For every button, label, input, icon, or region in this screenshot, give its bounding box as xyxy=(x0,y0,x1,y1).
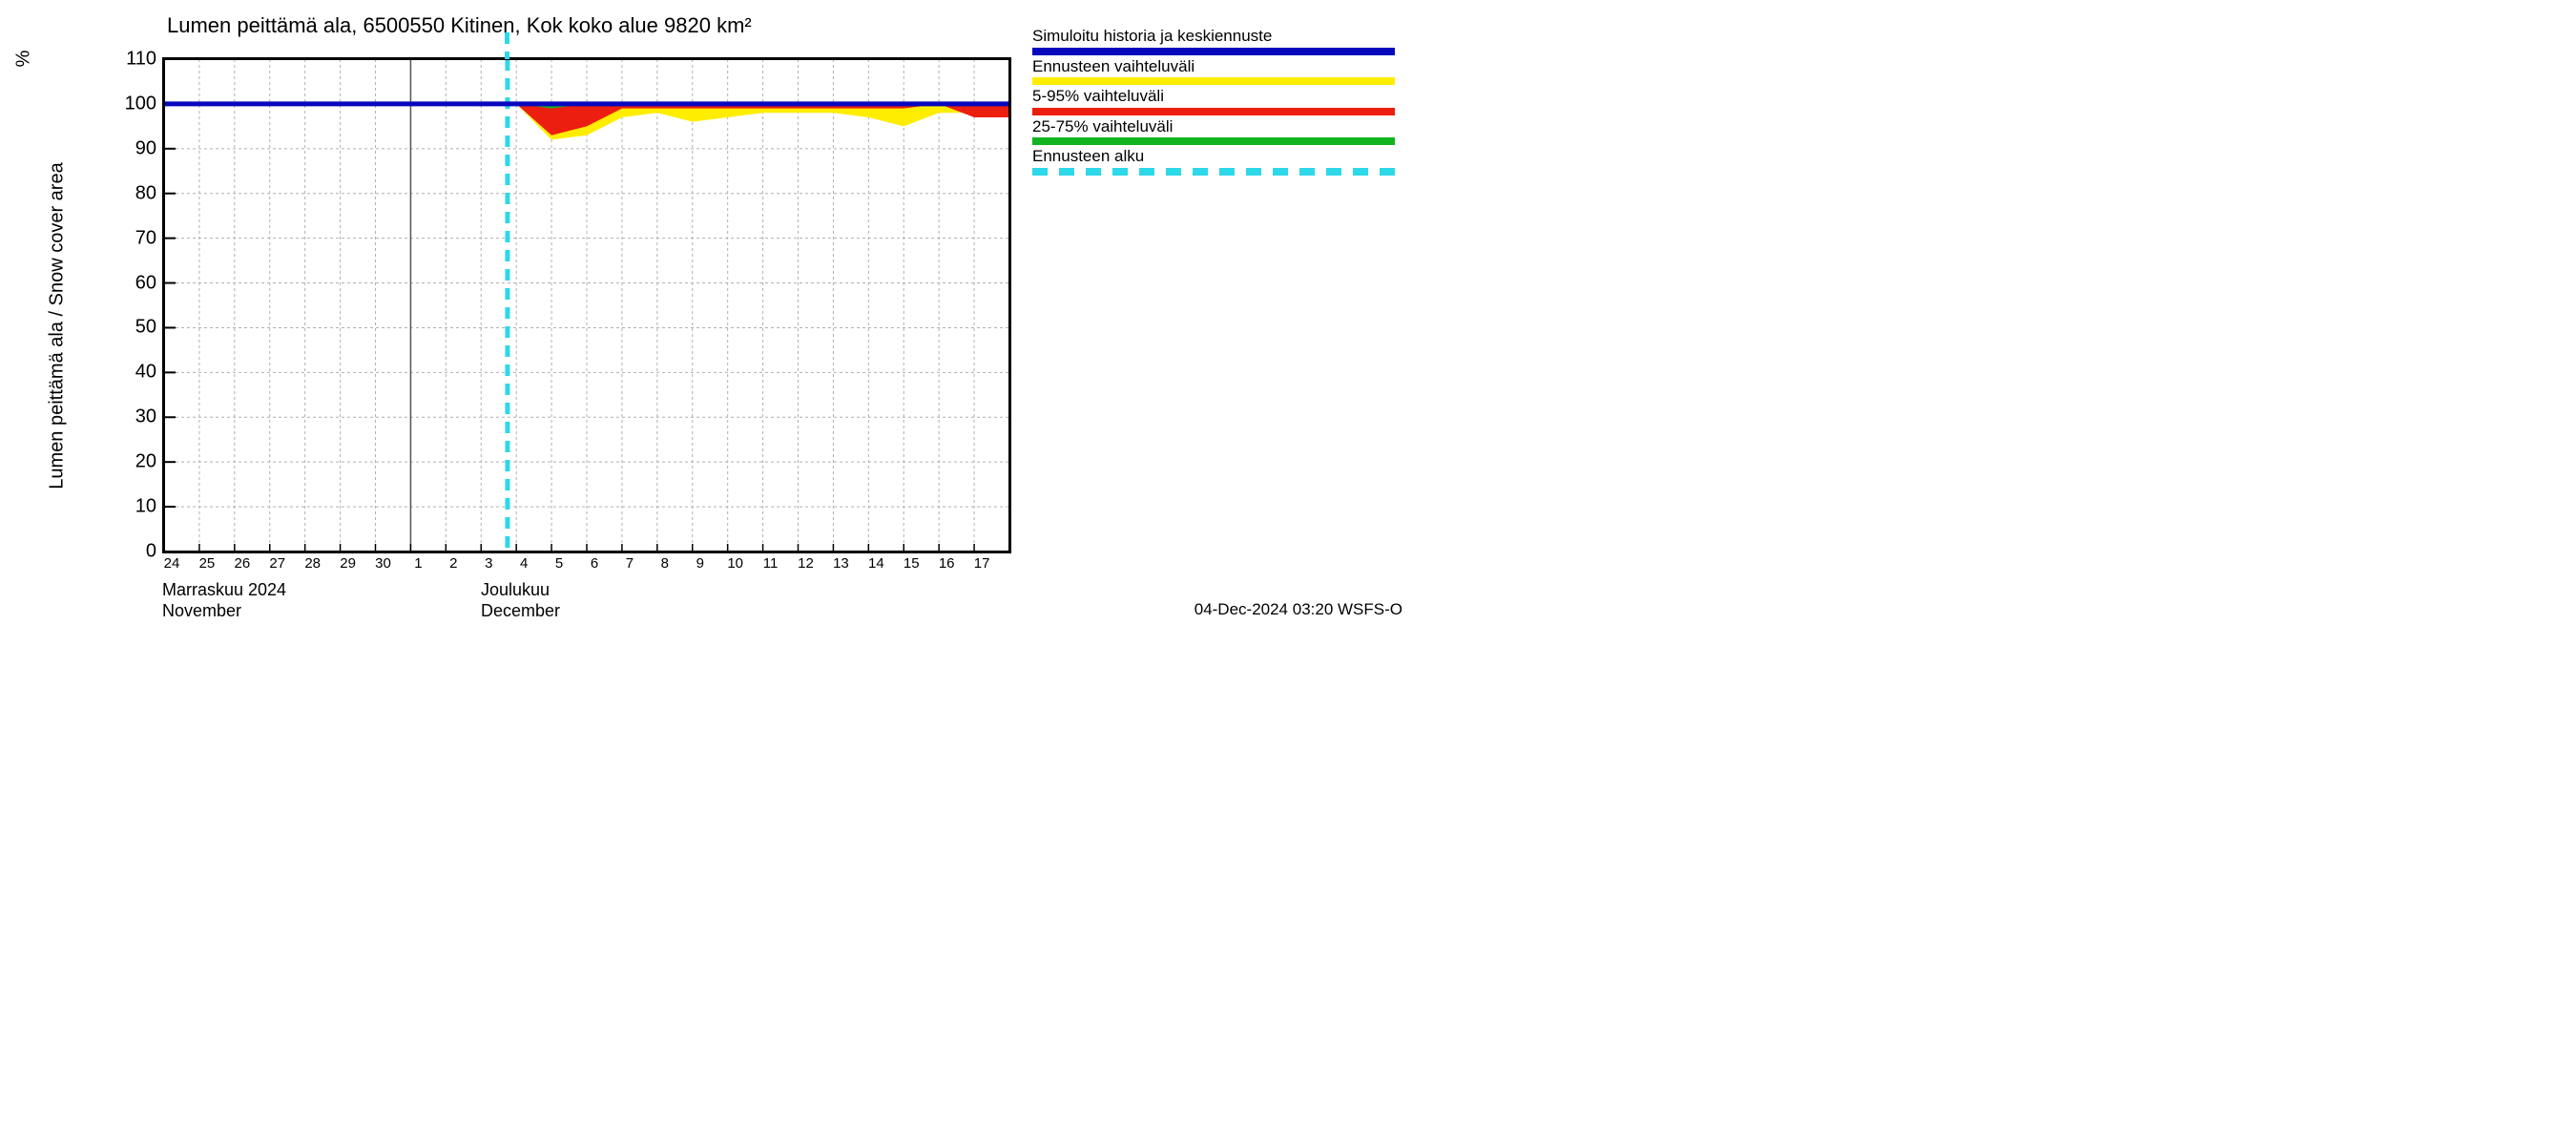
y-axis-unit: % xyxy=(13,16,35,102)
x-tick-label: 12 xyxy=(798,552,814,572)
x-tick-label: 9 xyxy=(696,552,704,572)
y-axis-label: Lumen peittämä ala / Snow cover area xyxy=(47,145,69,508)
y-tick-label: 20 xyxy=(135,451,164,473)
footer-timestamp: 04-Dec-2024 03:20 WSFS-O xyxy=(1195,600,1402,619)
legend-label: Simuloitu historia ja keskiennuste xyxy=(1032,27,1414,46)
y-tick-label: 50 xyxy=(135,317,164,339)
x-tick-label: 28 xyxy=(304,552,321,572)
x-tick-label: 30 xyxy=(375,552,391,572)
chart-container: Lumen peittämä ala, 6500550 Kitinen, Kok… xyxy=(0,0,1431,636)
x-tick-label: 29 xyxy=(340,552,356,572)
legend-swatch xyxy=(1032,137,1395,145)
y-tick-label: 80 xyxy=(135,182,164,204)
x-tick-label: 24 xyxy=(164,552,180,572)
legend-label: Ennusteen vaihteluväli xyxy=(1032,57,1414,76)
x-tick-label: 2 xyxy=(449,552,457,572)
y-tick-label: 0 xyxy=(146,541,164,563)
legend: Simuloitu historia ja keskiennuste Ennust… xyxy=(1032,27,1414,177)
y-tick-label: 70 xyxy=(135,227,164,249)
x-tick-label: 8 xyxy=(661,552,669,572)
x-tick-label: 1 xyxy=(414,552,422,572)
y-tick-label: 10 xyxy=(135,496,164,518)
legend-label: 25-75% vaihteluväli xyxy=(1032,117,1414,136)
x-tick-label: 15 xyxy=(904,552,920,572)
x-tick-label: 10 xyxy=(727,552,743,572)
x-tick-label: 14 xyxy=(868,552,884,572)
month-label-dec-en: December xyxy=(481,601,560,621)
y-tick-label: 90 xyxy=(135,137,164,159)
x-tick-label: 16 xyxy=(939,552,955,572)
x-tick-label: 5 xyxy=(555,552,563,572)
y-tick-label: 100 xyxy=(125,93,164,114)
month-label-nov-en: November xyxy=(162,601,241,621)
x-tick-label: 3 xyxy=(485,552,492,572)
y-tick-label: 40 xyxy=(135,362,164,384)
x-tick-label: 27 xyxy=(269,552,285,572)
legend-entry: Ennusteen alku xyxy=(1032,147,1414,176)
legend-label: Ennusteen alku xyxy=(1032,147,1414,166)
x-tick-label: 7 xyxy=(626,552,634,572)
legend-entry: Ennusteen vaihteluväli xyxy=(1032,57,1414,86)
legend-swatch xyxy=(1032,77,1395,85)
x-tick-label: 6 xyxy=(591,552,598,572)
y-tick-label: 30 xyxy=(135,406,164,428)
legend-swatch xyxy=(1032,48,1395,55)
chart-title: Lumen peittämä ala, 6500550 Kitinen, Kok… xyxy=(167,13,752,38)
x-tick-label: 4 xyxy=(520,552,528,572)
y-tick-label: 110 xyxy=(126,49,164,71)
x-tick-label: 13 xyxy=(833,552,849,572)
month-label-dec-fi: Joulukuu xyxy=(481,580,550,600)
plot-svg xyxy=(164,59,1009,552)
legend-swatch xyxy=(1032,168,1395,176)
x-tick-label: 17 xyxy=(974,552,990,572)
legend-entry: Simuloitu historia ja keskiennuste xyxy=(1032,27,1414,55)
legend-entry: 25-75% vaihteluväli xyxy=(1032,117,1414,146)
x-tick-label: 25 xyxy=(199,552,216,572)
month-label-nov-fi: Marraskuu 2024 xyxy=(162,580,286,600)
x-tick-label: 26 xyxy=(234,552,250,572)
legend-swatch xyxy=(1032,108,1395,115)
plot-area: 0102030405060708090100110242526272829301… xyxy=(162,57,1011,553)
forecast-start-marker-top xyxy=(505,32,509,59)
legend-entry: 5-95% vaihteluväli xyxy=(1032,87,1414,115)
y-tick-label: 60 xyxy=(135,272,164,294)
legend-label: 5-95% vaihteluväli xyxy=(1032,87,1414,106)
x-tick-label: 11 xyxy=(763,552,779,572)
